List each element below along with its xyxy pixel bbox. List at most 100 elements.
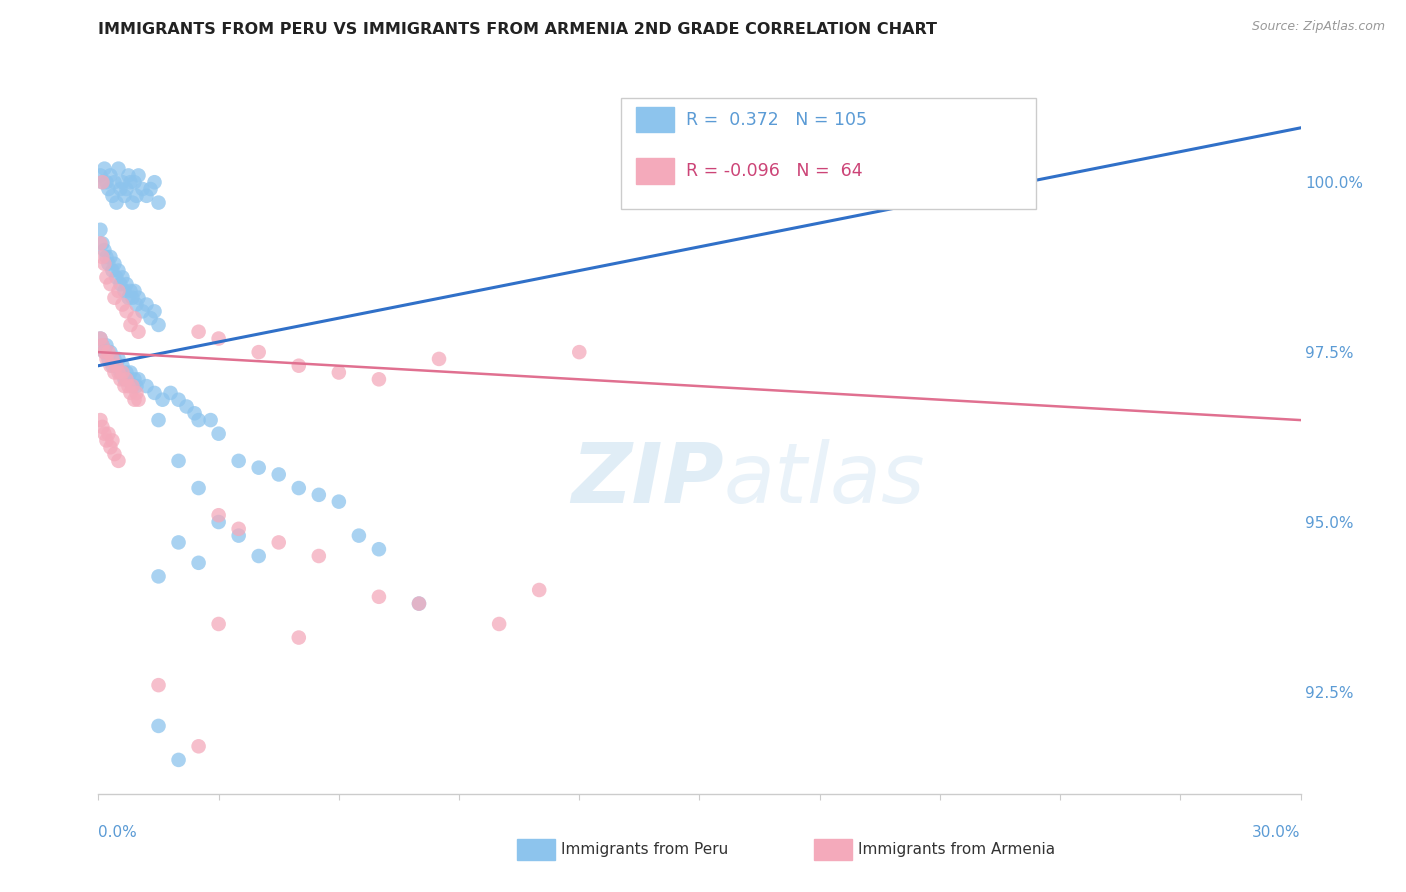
Point bbox=[124, 372, 146, 386]
Point bbox=[114, 284, 136, 298]
Point bbox=[121, 195, 143, 210]
Point bbox=[91, 420, 114, 434]
Point bbox=[143, 175, 166, 189]
Point bbox=[100, 250, 122, 264]
Point bbox=[111, 175, 134, 189]
Point bbox=[208, 515, 231, 529]
Point bbox=[124, 175, 146, 189]
Point bbox=[347, 528, 370, 542]
Point bbox=[97, 345, 120, 359]
Bar bbox=[636, 158, 675, 184]
Point bbox=[97, 351, 120, 366]
Point bbox=[328, 494, 350, 508]
Point bbox=[247, 460, 270, 475]
Point bbox=[120, 175, 142, 189]
Point bbox=[124, 284, 146, 298]
Point bbox=[110, 372, 132, 386]
Point bbox=[148, 195, 170, 210]
Point bbox=[121, 291, 143, 305]
Point bbox=[100, 169, 122, 183]
Point bbox=[148, 413, 170, 427]
Point bbox=[121, 379, 143, 393]
Point bbox=[115, 277, 138, 292]
Point bbox=[100, 359, 122, 373]
Text: Source: ZipAtlas.com: Source: ZipAtlas.com bbox=[1251, 20, 1385, 33]
Text: R = -0.096   N =  64: R = -0.096 N = 64 bbox=[686, 162, 863, 180]
Point bbox=[101, 434, 124, 448]
Point bbox=[128, 392, 150, 407]
Point bbox=[101, 351, 124, 366]
Point bbox=[408, 597, 430, 611]
Point bbox=[93, 426, 115, 441]
Point bbox=[111, 297, 134, 311]
Point bbox=[648, 169, 671, 183]
Point bbox=[187, 325, 209, 339]
Point bbox=[267, 467, 290, 482]
Point bbox=[101, 263, 124, 277]
Point bbox=[128, 325, 150, 339]
Point bbox=[93, 257, 115, 271]
Point bbox=[125, 379, 148, 393]
Text: atlas: atlas bbox=[724, 440, 925, 520]
Point bbox=[103, 291, 125, 305]
Point bbox=[107, 284, 129, 298]
Point bbox=[121, 379, 143, 393]
Point bbox=[101, 359, 124, 373]
Point bbox=[135, 379, 157, 393]
Point bbox=[124, 311, 146, 326]
Point bbox=[176, 400, 198, 414]
Point bbox=[91, 175, 114, 189]
Point bbox=[247, 345, 270, 359]
Point bbox=[125, 385, 148, 400]
Point bbox=[96, 434, 118, 448]
Point bbox=[139, 311, 162, 326]
Point bbox=[135, 189, 157, 203]
Point bbox=[228, 528, 250, 542]
Point bbox=[91, 338, 114, 352]
Point bbox=[267, 535, 290, 549]
Point bbox=[89, 223, 111, 237]
Point bbox=[105, 359, 128, 373]
Point bbox=[368, 542, 391, 557]
Point bbox=[107, 366, 129, 380]
Point bbox=[105, 195, 128, 210]
Point bbox=[143, 304, 166, 318]
Point bbox=[114, 372, 136, 386]
Point bbox=[128, 169, 150, 183]
Point bbox=[91, 236, 114, 251]
Point bbox=[228, 522, 250, 536]
Point bbox=[103, 257, 125, 271]
Point bbox=[568, 345, 591, 359]
Point bbox=[200, 413, 222, 427]
Point bbox=[187, 413, 209, 427]
Point bbox=[328, 366, 350, 380]
Point bbox=[167, 392, 190, 407]
Point bbox=[97, 182, 120, 196]
Point bbox=[111, 270, 134, 285]
Text: 30.0%: 30.0% bbox=[1253, 825, 1301, 840]
Point bbox=[117, 169, 139, 183]
Point bbox=[167, 454, 190, 468]
Point bbox=[107, 263, 129, 277]
Point bbox=[96, 250, 118, 264]
Point bbox=[100, 277, 122, 292]
Point bbox=[120, 385, 142, 400]
Point bbox=[96, 270, 118, 285]
Point bbox=[308, 549, 330, 563]
Point bbox=[117, 372, 139, 386]
Point bbox=[100, 345, 122, 359]
Point bbox=[103, 351, 125, 366]
Text: 0.0%: 0.0% bbox=[98, 825, 138, 840]
Point bbox=[167, 753, 190, 767]
Point bbox=[152, 392, 174, 407]
Point bbox=[128, 372, 150, 386]
Point bbox=[167, 535, 190, 549]
Point bbox=[115, 366, 138, 380]
Text: Immigrants from Armenia: Immigrants from Armenia bbox=[858, 842, 1056, 857]
Point bbox=[115, 304, 138, 318]
Point bbox=[408, 597, 430, 611]
Point bbox=[120, 366, 142, 380]
Point bbox=[208, 617, 231, 632]
Point bbox=[120, 284, 142, 298]
Point bbox=[114, 379, 136, 393]
